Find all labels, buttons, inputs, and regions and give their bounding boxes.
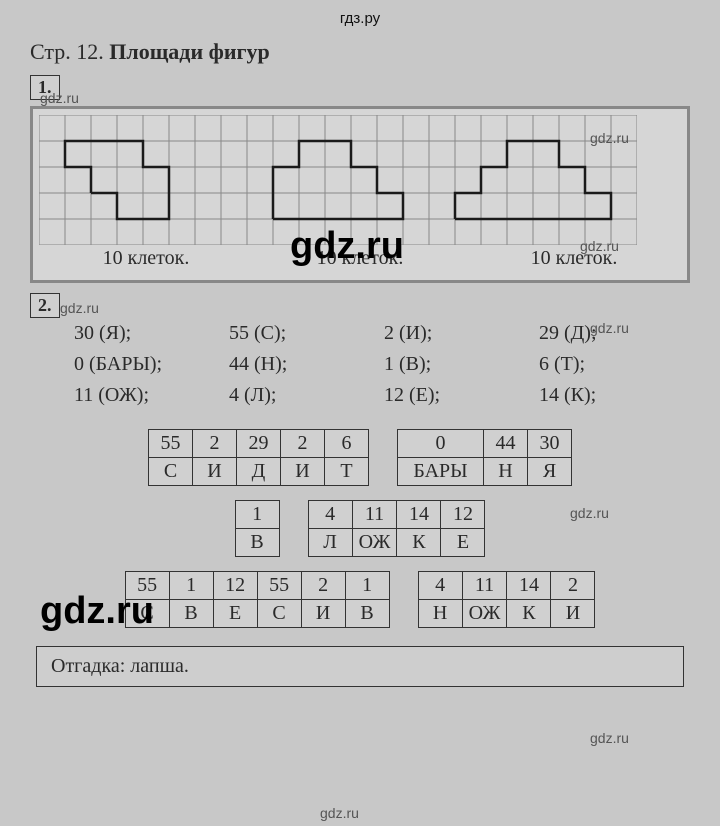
letter-cell: ОЖ (462, 600, 507, 628)
letter-cell: К (397, 529, 441, 557)
num-cell: 2 (281, 430, 325, 458)
answer-box: Отгадка: лапша. (36, 646, 684, 687)
caption-2: 10 клеток. (317, 247, 404, 270)
num-cell: 29 (237, 430, 281, 458)
letter-cell: И (193, 458, 237, 486)
code-pair: 0 (БАРЫ); (74, 349, 229, 380)
num-cell: 55 (257, 572, 301, 600)
letter-cell: С (257, 600, 301, 628)
num-cell: 2 (551, 572, 595, 600)
decode-table: 4111412 ЛОЖКЕ (308, 500, 486, 557)
num-cell: 4 (308, 501, 352, 529)
task-number-2: 2. (30, 293, 60, 318)
page-title: Стр. 12. Площади фигур (30, 39, 690, 65)
exercise-1-panel: 10 клеток. 10 клеток. 10 клеток. (30, 106, 690, 283)
decode-table: 04430 БАРЫНЯ (397, 429, 572, 486)
letter-cell: БАРЫ (398, 458, 484, 486)
site-brand: гдз.ру (30, 10, 690, 27)
num-cell: 14 (507, 572, 551, 600)
table-row-group: 1В 4111412 ЛОЖКЕ (30, 500, 690, 557)
code-pair: 11 (ОЖ); (74, 380, 229, 411)
letter-cell: Т (325, 458, 369, 486)
topic-title: Площади фигур (109, 39, 269, 64)
pairs-row: 0 (БАРЫ);44 (Н);1 (В);6 (Т); (74, 349, 690, 380)
decode-table: 5522926СИДИТ (148, 429, 369, 486)
letter-cell: Я (528, 458, 572, 486)
num-cell: 55 (125, 572, 169, 600)
pairs-row: 11 (ОЖ);4 (Л);12 (Е);14 (К); (74, 380, 690, 411)
code-pair: 14 (К); (539, 380, 694, 411)
letter-cell: И (281, 458, 325, 486)
code-pair: 6 (Т); (539, 349, 694, 380)
grid-figure (39, 115, 681, 245)
answer-value: лапша. (130, 655, 189, 677)
letter-cell: С (149, 458, 193, 486)
decode-table: 551125521СВЕСИВ (125, 571, 390, 628)
caption-3: 10 клеток. (531, 247, 618, 270)
caption-1: 10 клеток. (103, 247, 190, 270)
letter-cell: С (125, 600, 169, 628)
num-cell: 11 (352, 501, 397, 529)
watermark: gdz.ru (320, 805, 359, 821)
code-pair: 4 (Л); (229, 380, 384, 411)
figure-captions: 10 клеток. 10 клеток. 10 клеток. (39, 245, 681, 274)
code-pair: 12 (Е); (384, 380, 539, 411)
letter-cell: И (551, 600, 595, 628)
watermark: gdz.ru (590, 730, 629, 746)
decode-table: 411142 НОЖКИ (418, 571, 596, 628)
num-cell: 1 (235, 501, 279, 529)
answer-label: Отгадка: (51, 655, 125, 677)
table-row-group: 551125521СВЕСИВ411142НОЖКИ (30, 571, 690, 628)
num-cell: 12 (441, 501, 485, 529)
num-cell: 1 (345, 572, 389, 600)
letter-cell: Н (484, 458, 528, 486)
num-cell: 1 (169, 572, 213, 600)
num-cell: 14 (397, 501, 441, 529)
task-number-1: 1. (30, 75, 60, 100)
letter-cell: Н (418, 600, 462, 628)
letter-cell: В (235, 529, 279, 557)
num-cell: 30 (528, 430, 572, 458)
letter-cell: Е (441, 529, 485, 557)
letter-cell: Д (237, 458, 281, 486)
num-cell: 2 (301, 572, 345, 600)
code-pair: 29 (Д); (539, 318, 694, 349)
exercise-2: 2. 30 (Я);55 (С);2 (И);29 (Д);0 (БАРЫ);4… (30, 293, 690, 687)
decode-table: 1В (235, 500, 280, 557)
table-row-group: 5522926СИДИТ04430БАРЫНЯ (30, 429, 690, 486)
letter-cell: ОЖ (352, 529, 397, 557)
pairs-row: 30 (Я);55 (С);2 (И);29 (Д); (74, 318, 690, 349)
letter-cell: Л (308, 529, 352, 557)
letter-cell: В (169, 600, 213, 628)
letter-cell: Е (213, 600, 257, 628)
num-cell: 6 (325, 430, 369, 458)
code-pair: 2 (И); (384, 318, 539, 349)
num-cell: 12 (213, 572, 257, 600)
code-pairs: 30 (Я);55 (С);2 (И);29 (Д);0 (БАРЫ);44 (… (74, 318, 690, 411)
code-pair: 44 (Н); (229, 349, 384, 380)
code-pair: 55 (С); (229, 318, 384, 349)
num-cell: 4 (418, 572, 462, 600)
num-cell: 55 (149, 430, 193, 458)
num-cell: 11 (462, 572, 507, 600)
decode-tables: 5522926СИДИТ04430БАРЫНЯ1В4111412ЛОЖКЕ551… (30, 429, 690, 628)
letter-cell: В (345, 600, 389, 628)
letter-cell: И (301, 600, 345, 628)
letter-cell: К (507, 600, 551, 628)
num-cell: 2 (193, 430, 237, 458)
num-cell: 0 (398, 430, 484, 458)
page-ref: Стр. 12. (30, 39, 104, 64)
num-cell: 44 (484, 430, 528, 458)
code-pair: 1 (В); (384, 349, 539, 380)
code-pair: 30 (Я); (74, 318, 229, 349)
